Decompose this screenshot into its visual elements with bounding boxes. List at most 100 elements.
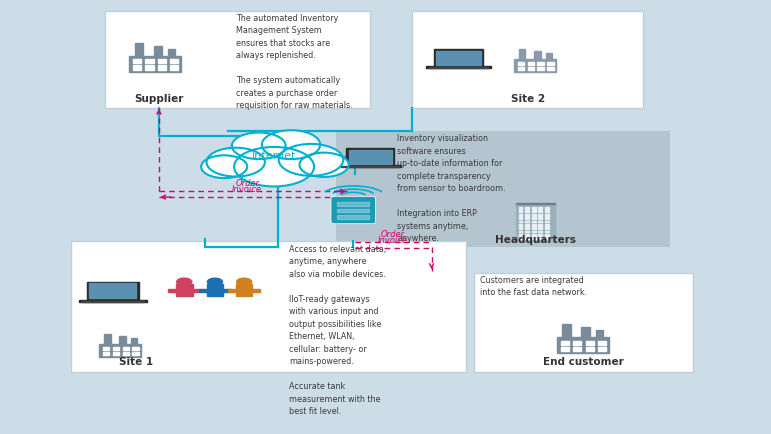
- Bar: [545, 227, 549, 229]
- Bar: [525, 207, 529, 209]
- Circle shape: [177, 278, 192, 286]
- Circle shape: [279, 144, 343, 176]
- Bar: [168, 49, 176, 56]
- Bar: [527, 62, 534, 65]
- Circle shape: [299, 153, 348, 177]
- Bar: [563, 324, 571, 337]
- Text: Customers are integrated
into the fast data network.: Customers are integrated into the fast d…: [480, 276, 587, 297]
- Bar: [525, 237, 529, 239]
- Text: Order: Order: [381, 230, 406, 239]
- Bar: [99, 344, 142, 357]
- Bar: [157, 66, 166, 69]
- Bar: [157, 59, 166, 63]
- Bar: [561, 347, 569, 351]
- Text: End customer: End customer: [543, 357, 623, 367]
- Text: Invoice: Invoice: [232, 185, 262, 194]
- Text: Supplier: Supplier: [134, 94, 183, 104]
- Bar: [176, 284, 193, 296]
- Bar: [538, 217, 542, 219]
- Bar: [104, 334, 111, 344]
- Bar: [519, 207, 523, 209]
- Bar: [228, 289, 236, 292]
- Bar: [223, 289, 231, 292]
- Bar: [131, 338, 136, 344]
- Bar: [538, 210, 542, 212]
- Bar: [518, 67, 524, 70]
- Bar: [252, 289, 260, 292]
- Text: Inventory visualization
software ensures
up-to-date information for
complete tra: Inventory visualization software ensures…: [397, 135, 506, 243]
- Bar: [192, 289, 200, 292]
- Text: The automated Inventory
Management System
ensures that stocks are
always repleni: The automated Inventory Management Syste…: [236, 13, 352, 110]
- Bar: [532, 220, 536, 222]
- Bar: [545, 230, 549, 233]
- Bar: [170, 59, 178, 63]
- Bar: [532, 234, 536, 236]
- Bar: [338, 209, 369, 212]
- Bar: [525, 227, 529, 229]
- Bar: [519, 217, 523, 219]
- Bar: [338, 202, 369, 206]
- Bar: [113, 347, 120, 350]
- Bar: [561, 341, 569, 345]
- Bar: [339, 165, 401, 167]
- Bar: [538, 234, 542, 236]
- Bar: [547, 62, 554, 65]
- Bar: [545, 220, 549, 222]
- Bar: [79, 300, 147, 302]
- Bar: [598, 347, 606, 351]
- Bar: [89, 283, 136, 299]
- Bar: [525, 210, 529, 212]
- Bar: [120, 336, 126, 344]
- Bar: [532, 230, 536, 233]
- Circle shape: [201, 155, 247, 178]
- Bar: [426, 66, 490, 68]
- Bar: [129, 56, 181, 72]
- Bar: [516, 203, 555, 204]
- Circle shape: [207, 148, 265, 177]
- Bar: [81, 301, 144, 302]
- Text: Internet: Internet: [252, 151, 296, 161]
- Bar: [545, 214, 549, 216]
- Bar: [532, 214, 536, 216]
- FancyBboxPatch shape: [331, 197, 375, 224]
- Bar: [518, 62, 524, 65]
- Bar: [538, 230, 542, 233]
- Bar: [103, 347, 109, 350]
- Bar: [525, 220, 529, 222]
- Bar: [133, 59, 141, 63]
- Bar: [545, 207, 549, 209]
- Bar: [519, 234, 523, 236]
- Text: Order: Order: [235, 179, 259, 188]
- Bar: [146, 59, 153, 63]
- Bar: [545, 237, 549, 239]
- Bar: [532, 237, 536, 239]
- Circle shape: [262, 130, 320, 159]
- Bar: [547, 67, 554, 70]
- Text: Headquarters: Headquarters: [495, 235, 576, 245]
- Bar: [236, 284, 252, 296]
- Bar: [519, 224, 523, 226]
- Bar: [585, 341, 594, 345]
- Bar: [123, 347, 129, 350]
- Bar: [574, 341, 581, 345]
- Bar: [516, 204, 555, 241]
- Bar: [346, 148, 394, 165]
- Bar: [538, 237, 542, 239]
- Bar: [532, 227, 536, 229]
- Bar: [532, 217, 536, 219]
- Bar: [538, 207, 542, 209]
- Bar: [519, 210, 523, 212]
- Circle shape: [232, 132, 285, 159]
- Bar: [532, 210, 536, 212]
- Bar: [525, 224, 529, 226]
- Bar: [537, 67, 544, 70]
- Bar: [519, 49, 526, 59]
- Bar: [168, 289, 177, 292]
- Bar: [133, 347, 139, 350]
- Bar: [153, 46, 162, 56]
- Bar: [525, 214, 529, 216]
- Bar: [538, 227, 542, 229]
- Bar: [199, 289, 207, 292]
- Text: Site 2: Site 2: [510, 94, 544, 104]
- Bar: [538, 224, 542, 226]
